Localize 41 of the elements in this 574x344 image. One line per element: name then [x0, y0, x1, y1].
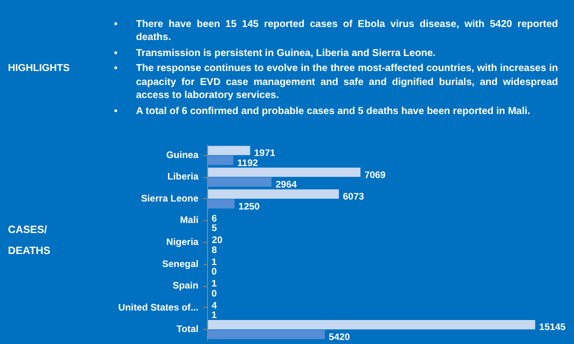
bar [208, 156, 234, 165]
bar [208, 146, 250, 156]
data-label: 8 [212, 244, 217, 256]
bar [208, 177, 272, 187]
y-tick-label: United States of... [118, 302, 199, 314]
data-label: 1250 [238, 201, 260, 212]
data-label: 5420 [328, 332, 350, 344]
data-label: 1192 [237, 158, 258, 169]
data-label: 0 [212, 266, 217, 278]
data-label: 20 [212, 235, 223, 246]
data-label: 1 [212, 278, 218, 290]
data-label: 0 [212, 288, 217, 300]
data-label: 2964 [276, 180, 298, 191]
y-tick-label: Total [176, 324, 199, 336]
y-tick-label: Liberia [167, 172, 200, 183]
text: CASES/ DEATHS [7, 223, 52, 259]
data-label: 1 [212, 310, 218, 322]
data-label: 6 [212, 213, 217, 224]
data-label: 4 [212, 300, 218, 312]
text: • A total of 6 confirmed and probable cases and 5 deaths have been reported in Mali. [114, 106, 530, 117]
y-tick-label: Guinea [166, 150, 200, 161]
data-label: 1 [212, 256, 218, 268]
y-tick-label: Senegal [162, 258, 199, 270]
bar [208, 199, 235, 208]
text: HIGHLIGHTS [7, 62, 71, 76]
data-label: 1971 [254, 148, 276, 159]
data-label: 7069 [364, 170, 386, 181]
data-label: 6073 [342, 192, 364, 203]
y-tick-label: Spain [172, 280, 199, 292]
bar [208, 168, 360, 177]
bar [208, 320, 536, 330]
y-tick-label: Mali [180, 215, 199, 226]
text: • There have been 15 145 reported cases of Ebola virus disease, with 5420 reported deaths. [114, 18, 558, 44]
data-label: 15145 [539, 322, 566, 334]
bar [208, 189, 339, 199]
y-tick-label: Sierra Leone [140, 193, 199, 204]
data-label: 5 [212, 223, 218, 234]
bar [208, 330, 325, 340]
text: • Transmission is persistent in Guinea, Liberia and Sierra Leone. [114, 48, 436, 59]
y-tick-label: Nigeria [166, 237, 200, 248]
text: • The response continues to evolve in the three most-affected countries, with increases in capacity for EVD case management and safe and dignified burials, and widespread access to laboratory services. [114, 63, 558, 102]
